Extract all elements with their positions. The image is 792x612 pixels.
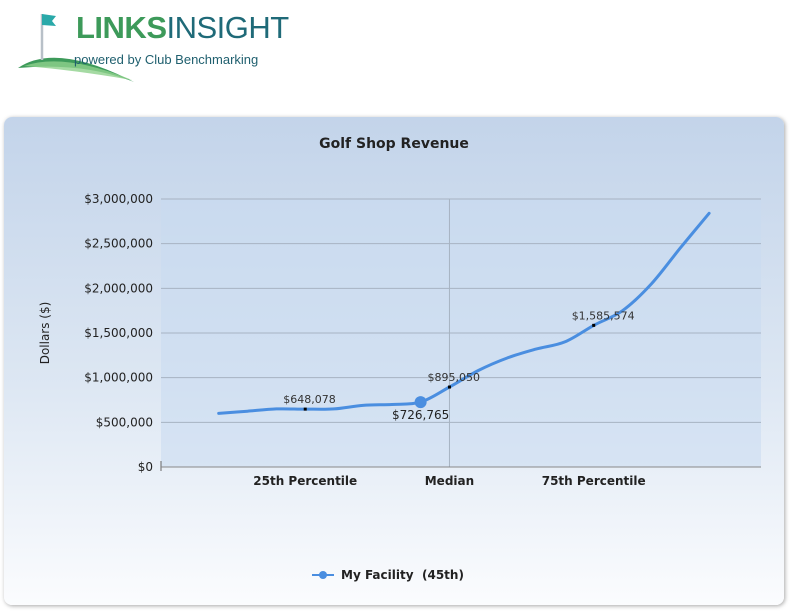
percentile-marker: [592, 323, 596, 327]
percentile-value-label: $895,050: [427, 371, 480, 384]
y-tick-label: $500,000: [96, 415, 153, 429]
x-category-label: 75th Percentile: [542, 474, 646, 488]
legend-rank-label: (45th): [422, 568, 464, 582]
chart-title: Golf Shop Revenue: [319, 136, 469, 152]
logo-word-links: LINKS: [76, 10, 167, 45]
logo-word-insight: INSIGHT: [166, 10, 290, 45]
y-tick-label: $2,000,000: [84, 281, 153, 295]
logo-graphic: [18, 14, 134, 82]
legend-series-name: My Facility: [341, 568, 414, 582]
facility-marker: [414, 396, 427, 409]
x-category-label: 25th Percentile: [253, 474, 357, 488]
logo-tagline: powered by Club Benchmarking: [74, 52, 259, 67]
y-tick-label: $0: [138, 460, 153, 474]
links-insight-logo: LINKSINSIGHT powered by Club Benchmarkin…: [14, 8, 304, 92]
series-line-my-facility[interactable]: [217, 211, 711, 415]
x-category-label: Median: [425, 474, 474, 488]
y-tick-label: $2,500,000: [84, 237, 153, 251]
facility-value-label: $726,765: [392, 408, 449, 422]
y-axis-ticks: $0 $500,000 $1,000,000 $1,500,000 $2,000,000…: [84, 192, 153, 474]
percentile-marker: [447, 385, 451, 389]
chart-panel: Golf Shop Revenue $0 $500,000 $1,000,000 $1…: [4, 117, 784, 605]
flag-icon: [42, 14, 56, 26]
percentile-markers: $648,078 $895,050 $1,585,574 $726,765: [283, 309, 634, 422]
chart-svg: Golf Shop Revenue $0 $500,000 $1,000,000 $1…: [38, 136, 761, 582]
y-tick-label: $1,000,000: [84, 371, 153, 385]
percentile-marker: [303, 407, 307, 411]
percentile-value-label: $1,585,574: [572, 309, 635, 322]
legend[interactable]: My Facility (45th): [312, 568, 464, 582]
x-axis-labels: 25th Percentile Median 75th Percentile: [253, 474, 645, 488]
y-tick-label: $3,000,000: [84, 192, 153, 206]
logo-title: LINKSINSIGHT: [76, 12, 289, 43]
gridlines: [160, 198, 761, 471]
y-axis-title: Dollars ($): [38, 302, 52, 365]
legend-marker-icon: [319, 571, 327, 579]
y-tick-label: $1,500,000: [84, 326, 153, 340]
percentile-value-label: $648,078: [283, 393, 336, 406]
logo-light-swoosh: [24, 61, 132, 80]
